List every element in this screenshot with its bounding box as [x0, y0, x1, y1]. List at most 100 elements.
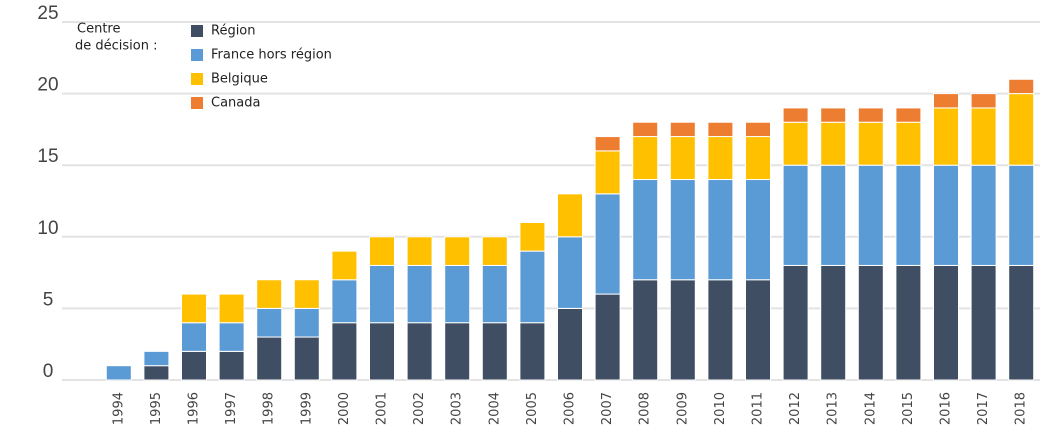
bar-segment	[1008, 264, 1035, 381]
bar-segment	[594, 150, 621, 195]
legend-swatch	[191, 97, 203, 109]
y-tick-label: 0	[43, 361, 54, 382]
bar-segment	[820, 121, 847, 166]
bar-segment	[1008, 164, 1035, 266]
x-tick-label: 2018	[1014, 392, 1029, 425]
bar-segment	[218, 350, 245, 381]
bar-segment	[406, 322, 433, 381]
bar-segment	[293, 279, 320, 309]
bar-segment	[895, 264, 922, 381]
bar-segment	[519, 221, 546, 252]
bar-segment	[745, 136, 771, 181]
bar-segment	[782, 121, 809, 166]
x-tick-label: 2006	[563, 392, 578, 425]
x-tick-label: 2002	[412, 392, 427, 425]
x-tick-label: 1999	[299, 392, 314, 425]
legend-title: Centre	[77, 22, 120, 37]
x-tick-label: 1995	[149, 392, 164, 425]
x-tick-label: 2000	[337, 392, 352, 425]
bar-segment	[256, 307, 283, 338]
bar-segment	[143, 365, 170, 381]
bar-segment	[256, 336, 283, 381]
bar-segment	[557, 193, 583, 238]
x-tick-label: 2004	[487, 392, 502, 425]
bar-segment	[669, 136, 696, 181]
bar-segment	[933, 107, 959, 166]
bar-segment	[181, 322, 207, 352]
bar-segment	[444, 264, 471, 324]
x-tick-label: 2005	[525, 392, 540, 425]
x-tick-label: 1998	[262, 392, 277, 425]
y-tick-label: 25	[37, 3, 58, 24]
legend-swatch	[191, 25, 203, 37]
x-tick-label: 2009	[675, 392, 690, 425]
bar-segment	[331, 250, 358, 281]
bar-segment	[481, 264, 508, 324]
bar-segment	[970, 264, 997, 381]
bar-segment	[406, 264, 433, 324]
legend-label: France hors région	[211, 48, 332, 63]
bar-segment	[632, 136, 659, 181]
bar-segment	[218, 322, 245, 352]
bar-segment	[256, 279, 283, 309]
bar-segment	[820, 107, 847, 123]
bar-segment	[594, 193, 621, 295]
x-tick-label: 2013	[826, 392, 841, 425]
bar-segment	[707, 279, 734, 381]
legend-swatch	[191, 49, 203, 61]
bar-segment	[293, 307, 320, 338]
bar-segment	[143, 350, 170, 367]
bar-segment	[519, 250, 546, 324]
bar-segment	[933, 93, 959, 109]
bar-segment	[745, 279, 771, 381]
bar-segment	[369, 322, 395, 381]
bar-segment	[632, 121, 659, 138]
x-tick-label: 2008	[638, 392, 653, 425]
bar-segment	[895, 107, 922, 123]
bar-segment	[669, 279, 696, 381]
bar-segment	[970, 164, 997, 266]
legend-label: Région	[211, 24, 256, 39]
bar-segment	[970, 93, 997, 109]
bar-segment	[820, 164, 847, 266]
x-tick-label: 1997	[224, 392, 239, 425]
bar-segment	[331, 279, 358, 324]
bar-segment	[1008, 78, 1035, 95]
y-tick-label: 10	[37, 218, 58, 239]
bar-segment	[782, 107, 809, 123]
bar-segment	[331, 322, 358, 381]
bar-segment	[857, 164, 884, 266]
bar-segment	[782, 264, 809, 381]
bar-segment	[820, 264, 847, 381]
bar-segment	[181, 293, 207, 324]
bar-segment	[707, 136, 734, 181]
bar-segment	[444, 236, 471, 266]
bar-segment	[369, 236, 395, 266]
bar-segment	[857, 121, 884, 166]
bar-segment	[933, 164, 959, 266]
x-tick-label: 2012	[788, 392, 803, 425]
bar-segment	[745, 121, 771, 138]
bar-segment	[444, 322, 471, 381]
bar-segment	[632, 179, 659, 281]
x-tick-label: 2015	[901, 392, 916, 425]
bar-segment	[745, 179, 771, 281]
bar-segment	[707, 179, 734, 281]
y-tick-label: 20	[37, 75, 58, 96]
bar-segment	[933, 264, 959, 381]
x-tick-label: 2014	[863, 392, 878, 425]
bar-segment	[857, 107, 884, 123]
bar-segment	[519, 322, 546, 381]
bar-segment	[970, 107, 997, 166]
bar-segment	[369, 264, 395, 324]
bar-segment	[594, 136, 621, 152]
bar-segment	[707, 121, 734, 138]
bar-segment	[481, 236, 508, 266]
bar-segment	[293, 336, 320, 381]
legend-title: de décision :	[75, 39, 157, 54]
bar-segment	[895, 164, 922, 266]
x-tick-label: 2007	[600, 392, 615, 425]
bar-segment	[594, 293, 621, 381]
bar-segment	[406, 236, 433, 266]
